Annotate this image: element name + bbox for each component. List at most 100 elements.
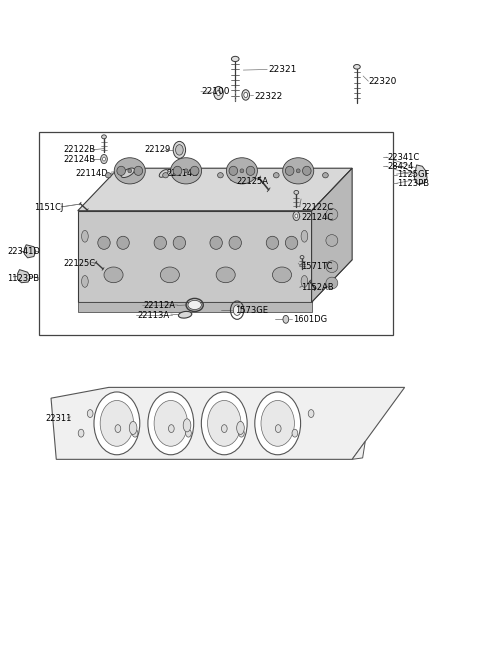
Ellipse shape [283,158,314,184]
Ellipse shape [121,168,134,177]
Ellipse shape [191,166,199,175]
Text: 22125C: 22125C [63,259,96,267]
Ellipse shape [82,275,88,287]
Text: 1152AB: 1152AB [301,283,334,292]
Circle shape [214,87,223,99]
Ellipse shape [98,237,110,250]
Ellipse shape [179,311,192,318]
Text: 22311: 22311 [45,415,72,423]
Polygon shape [18,269,30,283]
Ellipse shape [159,170,168,177]
Text: 1123PB: 1123PB [397,179,430,189]
Ellipse shape [326,235,338,246]
Polygon shape [78,168,352,211]
Ellipse shape [294,191,299,194]
Circle shape [115,424,121,432]
Circle shape [176,145,183,155]
Circle shape [101,154,108,164]
Circle shape [244,93,248,97]
Polygon shape [78,302,312,312]
Circle shape [100,401,133,446]
Ellipse shape [173,166,182,175]
Text: 22341D: 22341D [7,248,40,256]
Text: 22114D: 22114D [166,169,199,178]
FancyBboxPatch shape [38,132,393,335]
Ellipse shape [163,173,168,178]
Ellipse shape [326,277,338,289]
Circle shape [103,157,106,161]
Circle shape [295,214,298,218]
Polygon shape [51,388,405,459]
Text: 1601DG: 1601DG [293,315,327,325]
Ellipse shape [227,158,257,184]
Ellipse shape [114,158,145,184]
Ellipse shape [217,173,223,178]
Ellipse shape [229,237,241,250]
Circle shape [173,141,186,158]
Text: 22113A: 22113A [137,311,169,320]
Text: 22100: 22100 [202,87,230,96]
Polygon shape [24,245,36,258]
Ellipse shape [266,237,279,250]
Polygon shape [414,165,427,185]
Ellipse shape [354,64,360,69]
Ellipse shape [134,166,143,175]
Circle shape [154,401,188,446]
Circle shape [78,429,84,437]
Ellipse shape [302,166,311,175]
Text: 28424: 28424 [387,162,413,171]
Text: 22320: 22320 [369,77,397,85]
Circle shape [186,429,192,437]
Ellipse shape [104,267,123,283]
Ellipse shape [117,237,129,250]
Circle shape [132,429,138,437]
Text: 22321: 22321 [269,65,297,74]
Polygon shape [78,211,312,302]
Circle shape [87,409,93,417]
Ellipse shape [128,169,132,173]
Ellipse shape [296,169,300,173]
Text: 22129: 22129 [144,145,171,154]
Ellipse shape [102,135,107,139]
Circle shape [276,424,281,432]
Ellipse shape [240,169,244,173]
Text: 22124B: 22124B [63,155,96,164]
Circle shape [201,392,247,455]
Ellipse shape [82,231,88,242]
Text: 1123PB: 1123PB [7,273,39,283]
Ellipse shape [301,275,308,287]
Circle shape [261,401,294,446]
Circle shape [283,315,288,323]
Text: 1125GF: 1125GF [397,170,430,179]
Ellipse shape [273,267,291,283]
Text: 22322: 22322 [254,92,283,101]
Circle shape [239,429,244,437]
Ellipse shape [129,421,137,434]
Circle shape [255,392,300,455]
Ellipse shape [301,231,308,242]
Ellipse shape [326,261,338,273]
Text: 22125A: 22125A [236,177,268,186]
Ellipse shape [106,173,111,178]
Circle shape [207,401,241,446]
Circle shape [168,424,174,432]
Circle shape [233,305,241,315]
Circle shape [293,212,300,221]
Ellipse shape [184,169,188,173]
Text: 22114D: 22114D [75,169,108,178]
Ellipse shape [229,166,238,175]
Text: 22112A: 22112A [144,301,176,310]
Ellipse shape [231,57,239,62]
Circle shape [94,392,140,455]
Circle shape [308,409,314,417]
Text: 1573GE: 1573GE [235,306,268,315]
Ellipse shape [246,166,255,175]
Ellipse shape [216,267,235,283]
Circle shape [242,90,250,100]
Circle shape [292,429,298,437]
Polygon shape [312,168,352,302]
Text: 1571TC: 1571TC [301,262,333,271]
Circle shape [148,392,194,455]
Ellipse shape [285,237,298,250]
Text: 1151CJ: 1151CJ [34,203,63,212]
